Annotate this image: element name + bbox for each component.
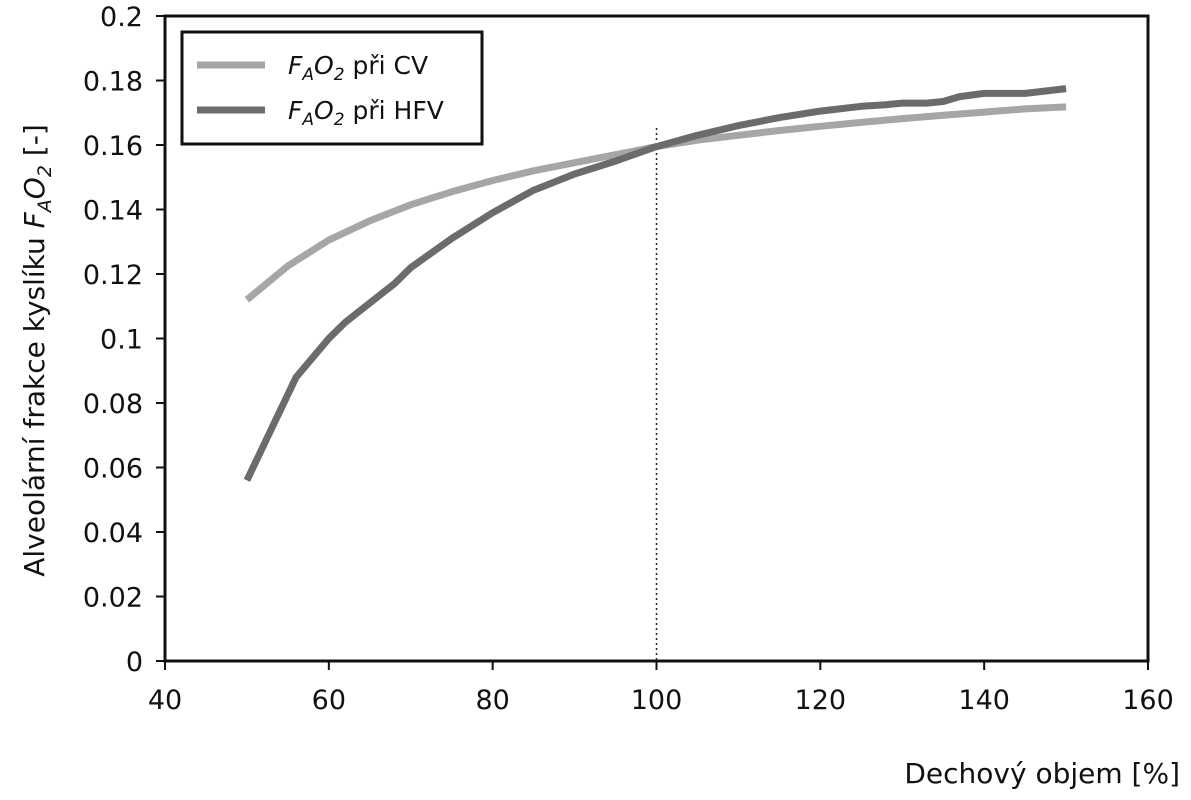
- x-tick-label: 120: [795, 685, 847, 716]
- x-tick-label: 80: [475, 685, 509, 716]
- y-axis-title: Alveolární frakce kyslíku FAO2 [-]: [18, 124, 56, 577]
- x-tick-label: 140: [958, 685, 1010, 716]
- legend-label-2: FAO2 při HFV: [288, 96, 444, 130]
- y-axis-title-unit: [-]: [18, 124, 51, 165]
- x-axis-ticks: 40 60 80 100 120 140 160: [148, 661, 1174, 716]
- series-line-2: [243, 85, 1067, 482]
- y-tick-label: 0.12: [83, 260, 143, 291]
- legend-box: [180, 30, 484, 146]
- legend: FAO2 při CV FAO2 při HFV: [180, 30, 484, 146]
- y-axis-title-prefix: Alveolární frakce kyslíku: [18, 228, 51, 576]
- y-tick-label: 0.04: [83, 518, 143, 549]
- y-axis-title-sub-a: A: [34, 199, 56, 214]
- x-axis-title: Dechový objem [%]: [904, 757, 1180, 790]
- y-tick-label: 0.06: [83, 454, 143, 485]
- y-tick-label: 0.1: [100, 325, 143, 356]
- y-tick-label: 0: [126, 647, 143, 678]
- x-tick-label: 160: [1122, 685, 1174, 716]
- y-tick-label: 0.02: [83, 583, 143, 614]
- y-tick-label: 0.14: [83, 196, 143, 227]
- y-tick-label: 0.18: [83, 67, 143, 98]
- legend-label-1: FAO2 při CV: [288, 51, 428, 85]
- y-axis-title-sub-2: 2: [34, 165, 56, 177]
- x-tick-label: 40: [148, 685, 182, 716]
- y-axis-title-symbol-f: F: [18, 211, 51, 228]
- series-layer: [243, 85, 1067, 482]
- y-tick-label: 0.2: [100, 2, 143, 33]
- y-tick-label: 0.08: [83, 389, 143, 420]
- y-axis-title-symbol-o: O: [18, 177, 51, 199]
- x-tick-label: 60: [312, 685, 346, 716]
- y-axis-ticks: 0 0.02 0.04 0.06 0.08 0.1 0.12 0.14 0.16 0.18 0.2: [83, 2, 165, 678]
- x-tick-label: 100: [631, 685, 683, 716]
- y-tick-label: 0.16: [83, 131, 143, 162]
